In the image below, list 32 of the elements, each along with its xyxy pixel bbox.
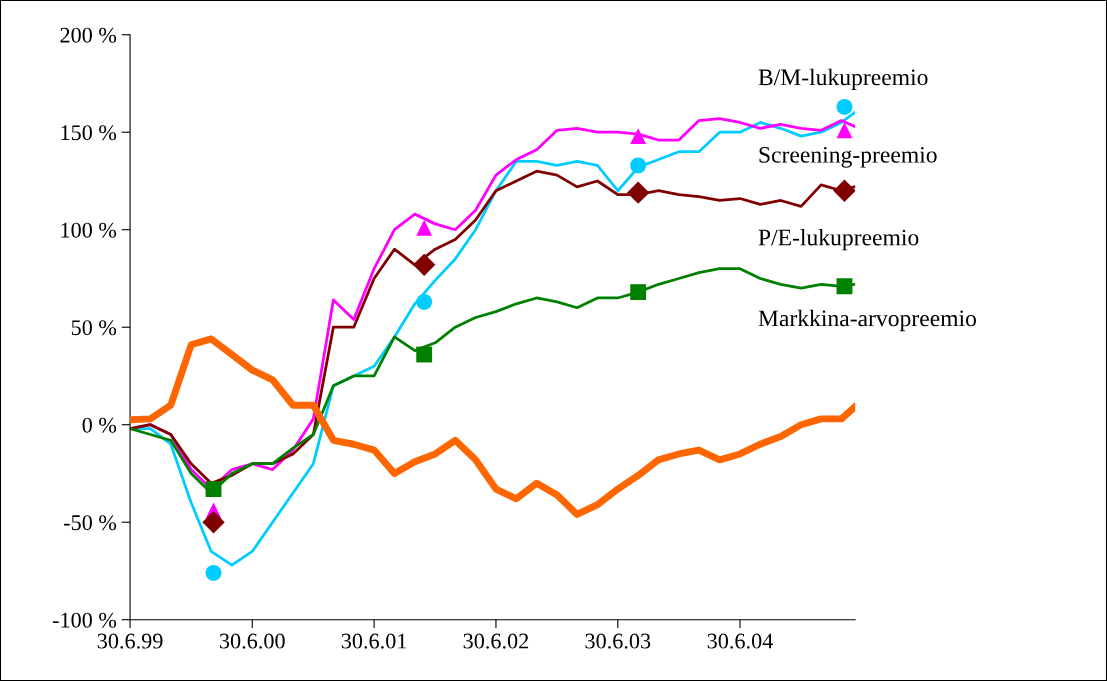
- y-tick-label: 200 %: [60, 27, 117, 43]
- point: [205, 481, 222, 497]
- point: [626, 181, 650, 204]
- y-tick-label: 50 %: [71, 320, 117, 336]
- point: [416, 219, 433, 236]
- series-label: P/E-lukupreemio: [758, 228, 919, 251]
- point: [205, 564, 222, 581]
- x-tick-label: 30.6.99: [97, 633, 163, 649]
- point: [416, 293, 433, 310]
- point: [836, 122, 853, 139]
- y-tick-label: 150 %: [61, 125, 117, 141]
- y-tick-label: 0 %: [82, 417, 117, 433]
- point: [202, 511, 225, 534]
- point: [630, 128, 647, 145]
- point: [416, 346, 433, 363]
- series-label: Screening-preemio: [759, 146, 937, 168]
- point: [836, 278, 853, 295]
- x-tick-label: 30.6.03: [585, 633, 651, 649]
- y-tick-label: -50 %: [64, 515, 117, 531]
- point: [412, 253, 436, 277]
- x-tick-label: 30.6.00: [219, 633, 285, 649]
- y-tick-label: 100 %: [61, 222, 117, 238]
- series-label: Markkina-arvopreemio: [758, 309, 976, 332]
- point: [836, 98, 853, 115]
- x-tick-label: 30.6.02: [463, 633, 529, 649]
- y-tick-label: -100 %: [52, 612, 117, 628]
- point: [630, 157, 647, 174]
- point: [833, 179, 856, 202]
- x-tick-label: 30.6.04: [707, 633, 773, 649]
- x-tick-label: 30.6.01: [341, 633, 407, 649]
- point: [630, 284, 647, 301]
- series-label: B/M-lukupreemio: [758, 68, 928, 91]
